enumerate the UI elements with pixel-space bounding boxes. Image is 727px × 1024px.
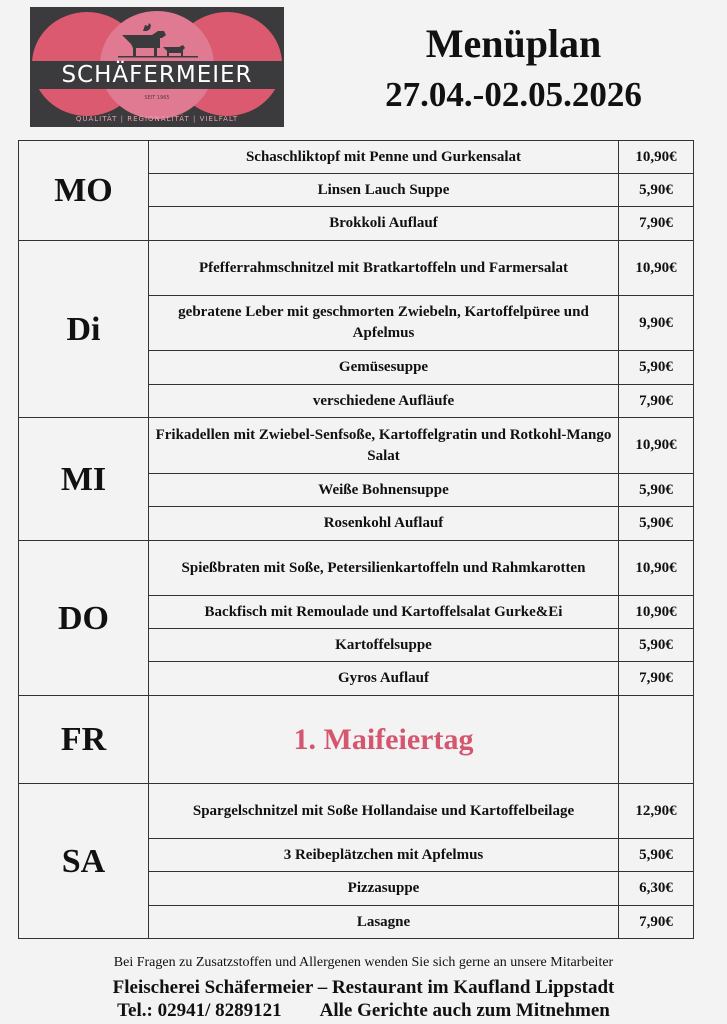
day-label: DO <box>18 540 149 696</box>
table-row: MO Schaschliktopf mit Penne und Gurkensal… <box>18 140 694 241</box>
dish-price: 7,90€ <box>618 661 694 696</box>
dish-name: Frikadellen mit Zwiebel-Senfsoße, Kartof… <box>148 417 619 474</box>
dish-price: 10,90€ <box>618 540 694 596</box>
dish-price: 6,30€ <box>618 871 694 906</box>
table-row: Kartoffelsuppe 5,90€ <box>19 628 694 662</box>
dish-price: 10,90€ <box>618 240 694 296</box>
table-row: Lasagne 7,90€ <box>19 905 694 939</box>
dish-name: verschiedene Aufläufe <box>148 384 619 418</box>
dish-price: 5,90€ <box>618 173 694 207</box>
phone-number: Tel.: 02941/ 8289121 <box>117 1000 282 1021</box>
dish-price: 7,90€ <box>618 206 694 241</box>
dish-price: 10,90€ <box>618 595 694 629</box>
day-label: Di <box>18 240 149 418</box>
table-row: SA Spargelschnitzel mit Soße Hollandaise … <box>18 783 694 939</box>
dish-price: 5,90€ <box>618 838 694 872</box>
table-row: 3 Reibeplätzchen mit Apfelmus 5,90€ <box>19 838 694 872</box>
takeaway-note: Alle Gerichte auch zum Mitnehmen <box>319 1000 610 1021</box>
table-row: Rosenkohl Auflauf 5,90€ <box>19 506 694 541</box>
business-name: Fleischerei Schäfermeier – Restaurant im… <box>112 977 615 998</box>
logo-since: SEIT 1965 <box>144 95 170 101</box>
logo-tagline: QUALITÄT | REGIONALITÄT | VIELFALT <box>75 115 239 123</box>
dish-price: 10,90€ <box>618 140 694 174</box>
dish-name: Spießbraten mit Soße, Petersilienkartoff… <box>148 540 619 596</box>
table-row: Pizzasuppe 6,30€ <box>19 871 694 906</box>
cow-pig-rooster-icon <box>118 23 198 58</box>
day-label: MO <box>18 140 149 241</box>
dish-price: 5,90€ <box>618 506 694 541</box>
dish-name: Gemüsesuppe <box>148 350 619 385</box>
table-row: Di Pfefferrahmschnitzel mit Bratkartoffel… <box>18 240 694 418</box>
dish-name: Kartoffelsuppe <box>148 628 619 662</box>
dish-price: 10,90€ <box>618 417 694 474</box>
page-title: Menüplan <box>425 21 602 66</box>
logo-band <box>30 61 284 89</box>
dish-name: 3 Reibeplätzchen mit Apfelmus <box>148 838 619 872</box>
dish-name: Weiße Bohnensuppe <box>148 473 619 507</box>
dish-price: 9,90€ <box>618 295 694 351</box>
day-label: SA <box>18 783 149 939</box>
dish-price: 5,90€ <box>618 628 694 662</box>
logo-brand: SCHÄFERMEIER <box>61 62 253 88</box>
dish-price: 5,90€ <box>618 350 694 385</box>
dish-name: Linsen Lauch Suppe <box>148 173 619 207</box>
dish-name: gebratene Leber mit geschmorten Zwiebeln… <box>148 295 619 351</box>
table-row: verschiedene Aufläufe 7,90€ <box>19 384 694 418</box>
dish-name: Spargelschnitzel mit Soße Hollandaise un… <box>148 783 619 839</box>
table-row: FR 1. Maifeiertag <box>18 695 694 784</box>
day-label: FR <box>18 695 149 784</box>
menu-table: MO Schaschliktopf mit Penne und Gurkensal… <box>18 140 694 939</box>
dish-name: Pizzasuppe <box>148 871 619 906</box>
dish-name: Pfefferrahmschnitzel mit Bratkartoffeln … <box>148 240 619 296</box>
date-range: 27.04.-02.05.2026 <box>385 75 642 114</box>
table-row: MI Frikadellen mit Zwiebel-Senfsoße, Kart… <box>18 417 694 541</box>
table-row: Backfisch mit Remoulade und Kartoffelsal… <box>19 595 694 629</box>
contact-line: Tel.: 02941/ 8289121 Alle Gerichte auch z… <box>0 1000 727 1022</box>
table-row: Brokkoli Auflauf 7,90€ <box>19 206 694 241</box>
price-cell <box>618 695 694 784</box>
dish-name: Lasagne <box>148 905 619 939</box>
holiday-label: 1. Maifeiertag <box>148 695 619 784</box>
allergen-note: Bei Fragen zu Zusatzstoffen und Allergen… <box>113 955 614 970</box>
dish-name: Gyros Auflauf <box>148 661 619 696</box>
dish-name: Schaschliktopf mit Penne und Gurkensalat <box>148 140 619 174</box>
dish-name: Rosenkohl Auflauf <box>148 506 619 541</box>
dish-price: 12,90€ <box>618 783 694 839</box>
schaefermeier-logo: SCHÄFERMEIER SEIT 1965 QUALITÄT | REGION… <box>30 7 284 127</box>
day-label: MI <box>18 417 149 541</box>
dish-name: Brokkoli Auflauf <box>148 206 619 241</box>
dish-price: 5,90€ <box>618 473 694 507</box>
table-row: gebratene Leber mit geschmorten Zwiebeln… <box>19 295 694 351</box>
dish-name: Backfisch mit Remoulade und Kartoffelsal… <box>148 595 619 629</box>
table-row: DO Spießbraten mit Soße, Petersilienkarto… <box>18 540 694 696</box>
dish-price: 7,90€ <box>618 384 694 418</box>
dish-price: 7,90€ <box>618 905 694 939</box>
